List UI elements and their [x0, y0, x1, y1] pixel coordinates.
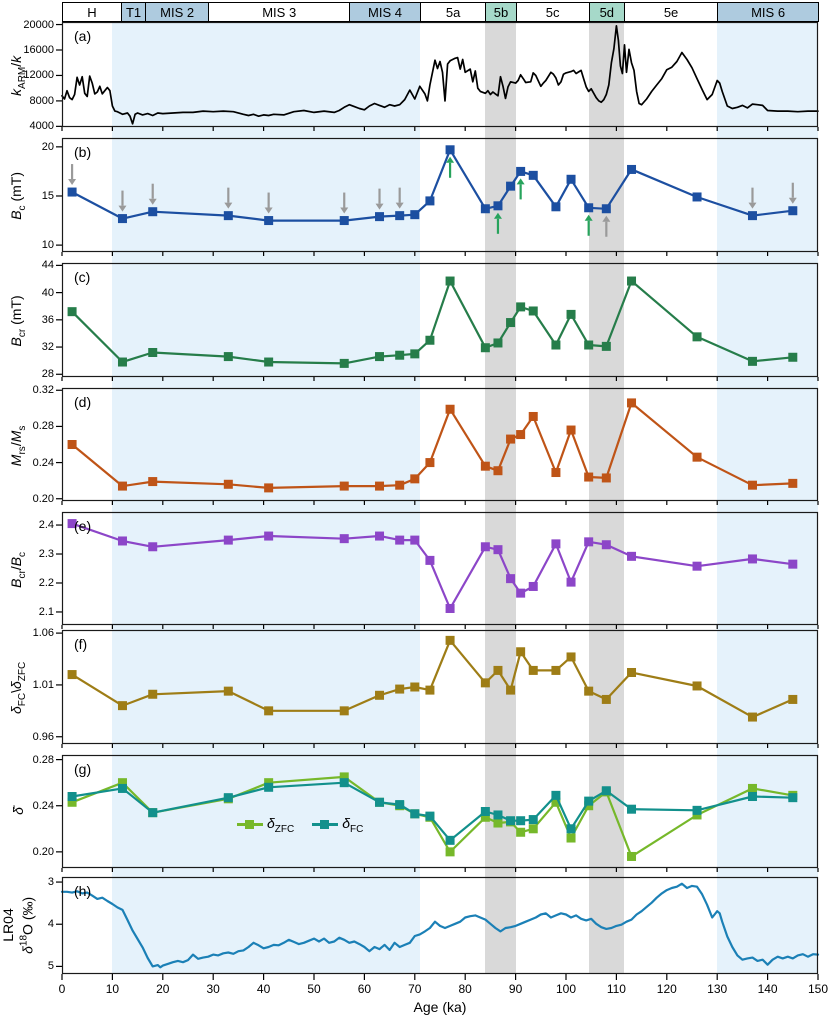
mis-band-mis4: MIS 4: [349, 2, 421, 22]
panel-e-ytick: 2.1: [38, 605, 54, 618]
panel-a-ytick: 20000: [23, 18, 54, 31]
panel-e-ytick: 2.2: [38, 576, 54, 589]
panel-d-ytick: 0.20: [32, 492, 54, 505]
panel-a-letter: (a): [74, 28, 92, 44]
legend-item-fc: δFC: [312, 815, 363, 835]
mis-band-5a: 5a: [419, 2, 487, 22]
panel-c-ytick: 36: [41, 313, 54, 326]
panel-b-ytick: 15: [41, 189, 54, 202]
panel-h-ytick: 3: [47, 876, 54, 889]
mis-band-mis2: MIS 2: [145, 2, 210, 22]
mis-band-5b: 5b: [485, 2, 517, 22]
mis-band-mis3: MIS 3: [208, 2, 351, 22]
panel-g-legend: δZFC δFC: [237, 815, 363, 835]
x-tick-150: 150: [807, 982, 828, 996]
mis-band-5d: 5d: [588, 2, 625, 22]
legend-item-zfc: δZFC: [237, 815, 294, 835]
panel-a-ytick: 8000: [29, 94, 54, 107]
panel-h-ytick: 5: [47, 960, 54, 973]
panel-f-letter: (f): [74, 636, 88, 652]
mis-band-h: H: [62, 2, 122, 22]
panel-a-plot: [56, 21, 819, 131]
legend-label: δZFC: [267, 815, 295, 835]
x-tick-0: 0: [58, 982, 66, 996]
panel-b-plot: [56, 137, 819, 256]
gray-shade-band: [588, 22, 624, 974]
panel-h: (h): [56, 876, 820, 980]
panel-f-plot: [56, 629, 819, 748]
panel-e-letter: (e): [74, 518, 92, 534]
panel-c-plot: [56, 262, 819, 381]
panel-c: (c): [56, 262, 819, 381]
panel-g-letter: (g): [74, 761, 92, 777]
blue-shade-band: [717, 22, 818, 974]
panel-a-ytick: 4000: [29, 120, 54, 133]
panel-h-ylabel: LR04: [0, 907, 16, 942]
panel-d-ytick: 0.32: [32, 384, 54, 397]
panel-d-ytick: 0.24: [32, 456, 54, 469]
panel-e-ytick: 2.3: [38, 548, 54, 560]
panel-a-ytick: 16000: [23, 44, 54, 56]
panel-b-letter: (b): [74, 144, 92, 160]
x-tick-50: 50: [307, 982, 321, 996]
panel-a-ytick: 12000: [23, 69, 54, 82]
panel-c-ytick: 40: [41, 286, 54, 299]
panel-c-ytick: 32: [41, 341, 54, 354]
mis-band-5c: 5c: [515, 2, 590, 22]
x-tick-90: 90: [508, 982, 523, 996]
panel-g-ytick: 0.28: [32, 753, 54, 766]
x-axis-title: Age (ka): [413, 999, 467, 1015]
x-tick-140: 140: [757, 982, 778, 996]
blue-shade-band: [112, 22, 420, 974]
x-tick-60: 60: [357, 982, 372, 996]
panel-h-plot: [56, 876, 820, 980]
panel-e: (e): [56, 511, 819, 629]
legend-label: δFC: [342, 815, 364, 835]
panel-d-ytick: 0.28: [32, 420, 54, 433]
panel-f-ytick: 1.01: [32, 678, 54, 691]
x-tick-20: 20: [156, 982, 170, 996]
legend-swatch-zfc: [237, 820, 263, 830]
panel-h-ylabel: δ18O (‰): [18, 896, 36, 954]
panel-g: (g): [56, 754, 819, 872]
panel-b-ytick: 10: [41, 239, 54, 252]
mis-band-5e: 5e: [623, 2, 719, 22]
panel-c-ytick: 28: [41, 368, 54, 381]
panel-f-ytick: 0.96: [32, 730, 54, 743]
x-tick-130: 130: [707, 982, 728, 996]
legend-swatch-fc: [312, 820, 339, 830]
panel-b-ytick: 20: [41, 140, 54, 153]
panel-h-ytick: 4: [47, 918, 54, 931]
panel-c-ytick: 44: [41, 259, 54, 272]
panel-e-plot: [56, 511, 819, 629]
x-tick-110: 110: [606, 982, 626, 996]
panel-a: (a): [56, 21, 819, 131]
panel-g-ytick: 0.20: [32, 845, 54, 858]
x-tick-40: 40: [256, 982, 271, 996]
x-tick-100: 100: [555, 982, 577, 996]
x-tick-10: 10: [105, 982, 120, 996]
x-tick-30: 30: [206, 982, 220, 996]
panel-d: (d): [56, 387, 819, 505]
panel-d-letter: (d): [74, 394, 92, 410]
x-tick-80: 80: [458, 982, 472, 996]
panel-g-ytick: 0.24: [32, 799, 54, 812]
panel-f-ytick: 1.06: [32, 627, 54, 640]
panel-g-plot: [56, 754, 819, 872]
panel-b: (b): [56, 137, 819, 256]
panel-f: (f): [56, 629, 819, 748]
panel-d-plot: [56, 387, 819, 505]
panel-c-letter: (c): [74, 269, 91, 285]
mis-band-t1: T1: [120, 2, 147, 22]
x-tick-70: 70: [408, 982, 422, 996]
panel-e-ytick: 2.4: [38, 519, 54, 532]
x-tick-120: 120: [656, 982, 677, 996]
mis-band-mis6: MIS 6: [717, 2, 819, 22]
panel-h-letter: (h): [74, 883, 92, 899]
